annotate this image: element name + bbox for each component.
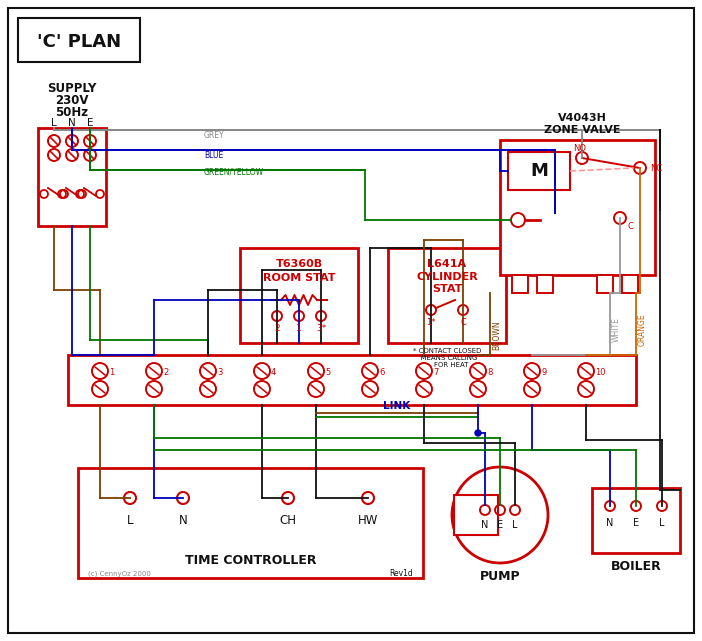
Text: L: L xyxy=(512,520,518,530)
Text: BLUE: BLUE xyxy=(204,151,223,160)
Text: 1: 1 xyxy=(296,324,302,333)
FancyBboxPatch shape xyxy=(512,275,528,293)
Text: STAT: STAT xyxy=(432,284,462,294)
Text: M: M xyxy=(530,162,548,180)
Circle shape xyxy=(475,430,481,436)
Text: N: N xyxy=(482,520,489,530)
Text: L641A: L641A xyxy=(428,259,467,269)
Text: ROOM STAT: ROOM STAT xyxy=(263,273,336,283)
Text: L: L xyxy=(127,513,133,526)
Text: 2: 2 xyxy=(274,324,280,333)
Text: 9: 9 xyxy=(541,367,546,376)
Text: 1: 1 xyxy=(109,367,114,376)
FancyBboxPatch shape xyxy=(597,275,613,293)
Text: GREEN/YELLOW: GREEN/YELLOW xyxy=(204,167,264,176)
FancyBboxPatch shape xyxy=(78,468,423,578)
Text: 2: 2 xyxy=(163,367,168,376)
Text: L: L xyxy=(51,118,57,128)
Text: GREY: GREY xyxy=(204,131,225,140)
Text: * CONTACT CLOSED
  MEANS CALLING
    FOR HEAT: * CONTACT CLOSED MEANS CALLING FOR HEAT xyxy=(413,348,481,368)
Text: C: C xyxy=(460,317,466,326)
Text: 3*: 3* xyxy=(316,324,326,333)
Text: E: E xyxy=(633,518,639,528)
Text: 7: 7 xyxy=(433,367,438,376)
Text: 5: 5 xyxy=(325,367,330,376)
Text: PUMP: PUMP xyxy=(479,570,520,583)
Text: N: N xyxy=(178,513,187,526)
Text: 6: 6 xyxy=(379,367,385,376)
Text: 4: 4 xyxy=(271,367,277,376)
Text: E: E xyxy=(87,118,93,128)
Text: 1*: 1* xyxy=(426,317,436,326)
FancyBboxPatch shape xyxy=(592,488,680,553)
FancyBboxPatch shape xyxy=(38,128,106,226)
Text: Rev1d: Rev1d xyxy=(389,569,413,578)
Text: 3: 3 xyxy=(217,367,223,376)
FancyBboxPatch shape xyxy=(68,355,636,405)
Text: TIME CONTROLLER: TIME CONTROLLER xyxy=(185,553,316,567)
FancyBboxPatch shape xyxy=(454,495,498,535)
Text: 8: 8 xyxy=(487,367,492,376)
FancyBboxPatch shape xyxy=(388,248,506,343)
Text: ORANGE: ORANGE xyxy=(638,313,647,346)
Text: NC: NC xyxy=(650,163,662,172)
Text: WHITE: WHITE xyxy=(612,317,621,342)
Text: ZONE VALVE: ZONE VALVE xyxy=(544,125,621,135)
FancyBboxPatch shape xyxy=(8,8,694,633)
Text: L: L xyxy=(659,518,665,528)
Text: SUPPLY: SUPPLY xyxy=(47,81,97,94)
Text: 'C' PLAN: 'C' PLAN xyxy=(37,33,121,51)
FancyBboxPatch shape xyxy=(622,275,638,293)
Text: HW: HW xyxy=(358,513,378,526)
Text: CH: CH xyxy=(279,513,296,526)
Text: N: N xyxy=(607,518,614,528)
Text: 50Hz: 50Hz xyxy=(55,106,88,119)
Text: CYLINDER: CYLINDER xyxy=(416,272,478,282)
Text: LINK: LINK xyxy=(383,401,411,411)
Text: T6360B: T6360B xyxy=(275,259,322,269)
Text: BOILER: BOILER xyxy=(611,560,661,574)
Text: 230V: 230V xyxy=(55,94,88,106)
Text: (c) CennyOz 2000: (c) CennyOz 2000 xyxy=(88,570,151,578)
Text: E: E xyxy=(497,520,503,530)
FancyBboxPatch shape xyxy=(18,18,140,62)
FancyBboxPatch shape xyxy=(537,275,553,293)
Text: C: C xyxy=(628,222,634,231)
FancyBboxPatch shape xyxy=(240,248,358,343)
Text: 10: 10 xyxy=(595,367,606,376)
Text: BROWN: BROWN xyxy=(492,320,501,350)
FancyBboxPatch shape xyxy=(508,152,570,190)
FancyBboxPatch shape xyxy=(500,140,655,275)
Text: NO: NO xyxy=(574,144,586,153)
Text: N: N xyxy=(68,118,76,128)
Text: V4043H: V4043H xyxy=(558,113,607,123)
